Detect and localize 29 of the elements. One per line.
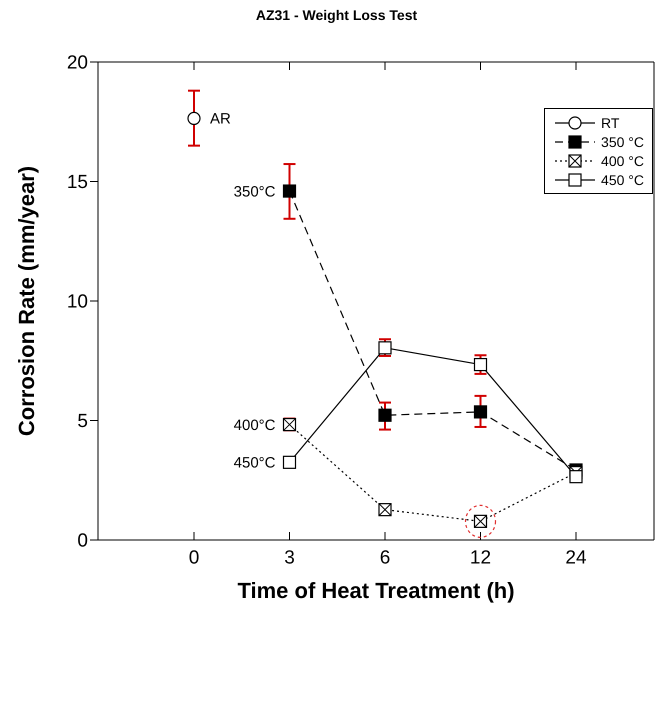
point — [474, 358, 488, 372]
chart-title: AZ31 - Weight Loss Test — [254, 7, 418, 25]
annotation: 400°C — [234, 416, 276, 434]
annotation: AR — [210, 110, 232, 128]
point — [378, 341, 392, 354]
point — [282, 456, 296, 469]
y-tick-label: 10 — [66, 292, 88, 313]
point — [187, 112, 201, 126]
point — [378, 408, 392, 422]
legend-label: 450 °C — [601, 172, 644, 188]
y-tick-label: 0 — [77, 530, 88, 552]
legend-label: 400 °C — [601, 152, 644, 168]
point — [282, 184, 296, 198]
point — [474, 405, 488, 418]
x-tick-label: 12 — [470, 547, 492, 568]
y-axis-title: Corrosion Rate (mm/year) — [14, 166, 39, 436]
x-tick-label: 0 — [188, 547, 200, 568]
x-tick-label: 24 — [565, 547, 587, 568]
x-tick-label: 3 — [284, 547, 295, 568]
y-tick-label: 20 — [66, 52, 88, 74]
legend-label: RT — [601, 114, 620, 130]
x-axis-title: Time of Heat Treatment (h) — [237, 578, 515, 603]
annotation: 350°C — [234, 183, 276, 200]
y-tick-label: 5 — [77, 411, 88, 432]
annotation: 450°C — [234, 454, 276, 472]
point — [569, 470, 583, 484]
y-tick-label: 15 — [66, 172, 88, 194]
x-tick-label: 6 — [380, 547, 390, 568]
legend-label: 350 °C — [601, 134, 644, 150]
